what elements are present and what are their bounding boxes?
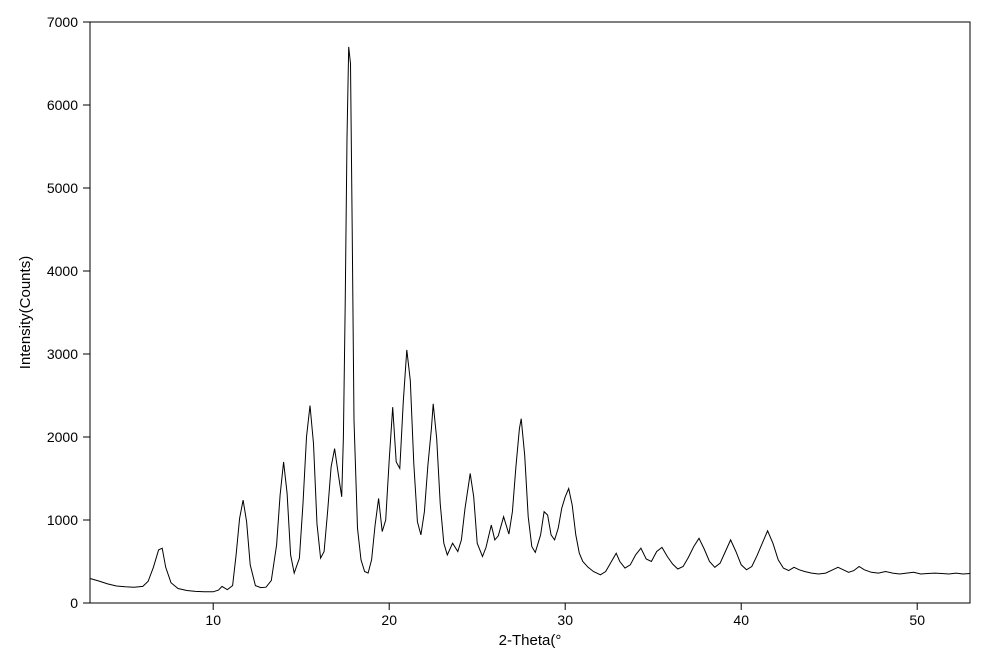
y-tick-label: 1000 [47,512,78,528]
y-tick-label: 5000 [47,180,78,196]
x-tick-label: 30 [557,612,573,628]
x-tick-label: 20 [381,612,397,628]
y-tick-label: 0 [70,595,78,611]
xrd-chart-container: { "chart": { "type": "line", "width": 10… [0,0,1000,661]
y-axis-title: Intensity(Counts) [17,256,34,369]
y-tick-label: 3000 [47,346,78,362]
y-tick-label: 7000 [47,14,78,30]
y-tick-label: 6000 [47,97,78,113]
xrd-line-chart: 10 20 30 40 50 2-Theta(° 0 1000 2000 3000 4000 5000… [0,0,1000,661]
y-tick-label: 2000 [47,429,78,445]
plot-border [90,22,970,603]
y-tick-label: 4000 [47,263,78,279]
x-axis-title: 2-Theta(° [499,632,562,649]
x-tick-label: 10 [205,612,221,628]
x-tick-label: 50 [909,612,925,628]
x-tick-label: 40 [733,612,749,628]
xrd-series-line [90,47,970,592]
